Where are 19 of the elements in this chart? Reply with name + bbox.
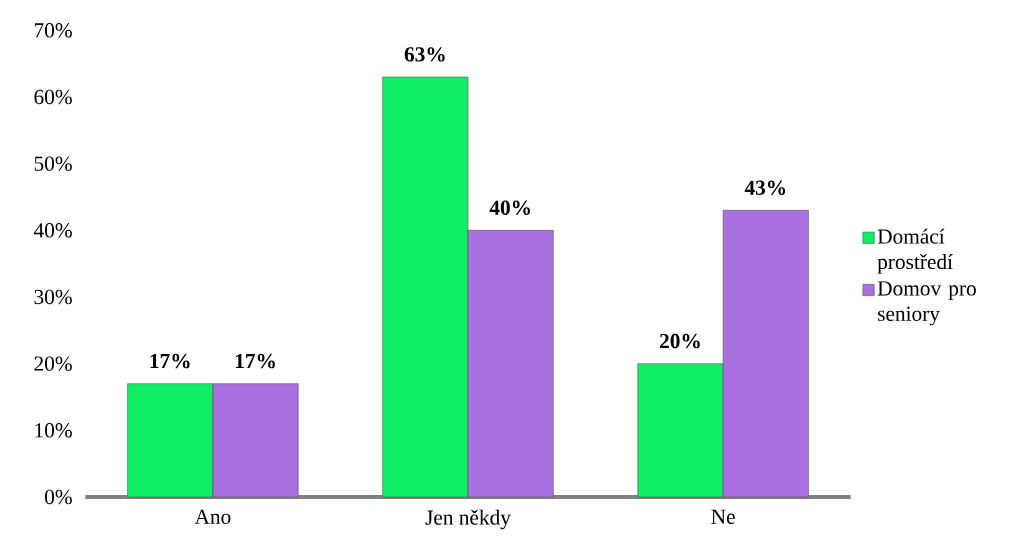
data-label: 40% <box>489 200 530 215</box>
y-tick-label: 40% <box>33 223 72 238</box>
data-label: 17% <box>235 353 275 369</box>
y-tick-label: 20% <box>34 356 72 371</box>
y-tick-label: 0% <box>45 489 72 505</box>
x-tick-label: Ne <box>711 509 735 524</box>
data-label: 43% <box>744 180 786 195</box>
legend-label: Domácí prostředí <box>877 228 953 274</box>
data-label: 63% <box>404 47 445 62</box>
x-tick-label: Jen někdy <box>425 509 511 530</box>
y-tick-label: 10% <box>35 423 72 438</box>
data-label: 17% <box>150 353 190 369</box>
y-tick-label: 50% <box>34 156 72 171</box>
y-tick-label: 30% <box>34 289 72 305</box>
legend-label: Domov pro seniory <box>877 281 976 326</box>
x-tick-label: Ano <box>194 509 231 524</box>
data-label: 20% <box>660 333 700 349</box>
y-tick-label: 60% <box>34 89 72 105</box>
y-tick-label: 70% <box>34 23 72 38</box>
